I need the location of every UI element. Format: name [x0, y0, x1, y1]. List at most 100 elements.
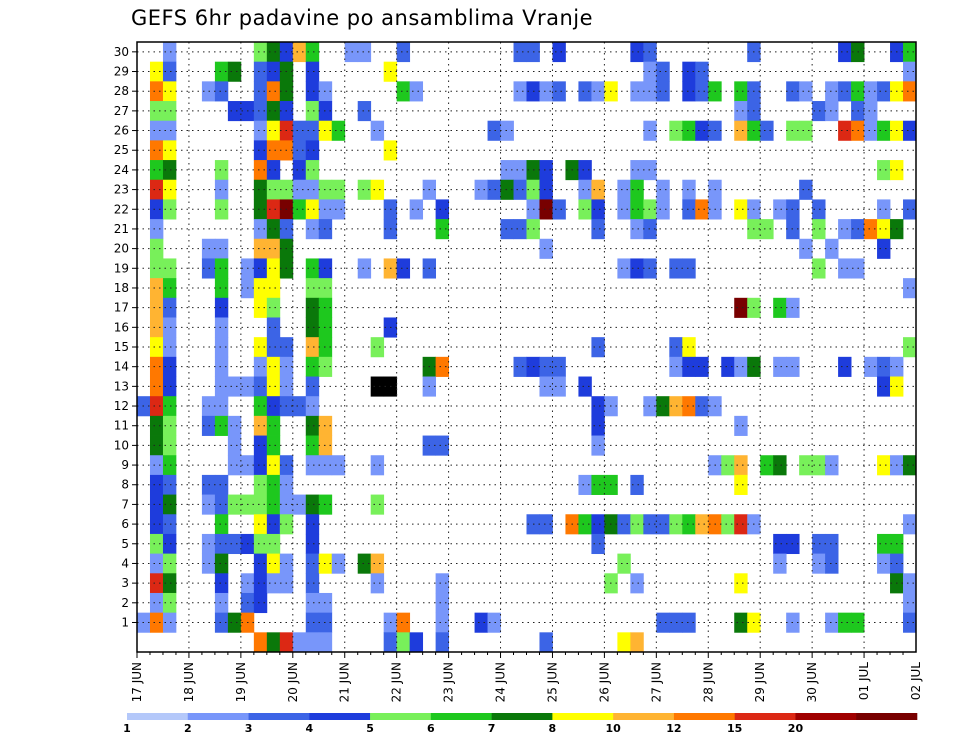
precip-cell — [617, 199, 631, 220]
precip-cell — [253, 435, 268, 456]
precip-cell — [357, 101, 372, 122]
precip-cell — [864, 219, 878, 240]
precip-cell — [266, 533, 281, 555]
y-tick-label: 3 — [121, 576, 129, 590]
precip-cell — [539, 199, 553, 220]
precip-cell — [656, 396, 670, 417]
colorbar-label: 15 — [727, 722, 742, 735]
precip-cell — [266, 435, 281, 456]
precip-cell — [214, 474, 229, 495]
precip-cell — [149, 199, 164, 220]
precip-cell — [734, 612, 748, 633]
precip-cell — [513, 160, 527, 181]
precip-cell — [162, 573, 177, 594]
precip-cell — [552, 199, 566, 220]
precip-cell — [162, 612, 177, 633]
precip-cell — [214, 258, 229, 279]
precip-cell — [214, 376, 229, 397]
precip-cell — [266, 415, 281, 436]
x-tick-label: 17 JUN — [130, 662, 144, 702]
precip-cell — [682, 199, 696, 220]
precip-cell — [877, 455, 891, 476]
precip-cell — [266, 317, 281, 338]
colorbar-swatch — [795, 713, 857, 720]
precip-cell — [162, 592, 177, 614]
precip-cell — [214, 238, 229, 259]
precip-cell — [253, 199, 268, 220]
precip-cell — [214, 337, 229, 358]
colorbar-label: 1 — [123, 722, 131, 735]
precip-cell — [903, 573, 917, 594]
precip-cell — [227, 376, 242, 397]
precip-cell — [305, 455, 320, 476]
precip-cell — [214, 179, 229, 200]
x-tick-label: 23 JUN — [442, 662, 456, 702]
precip-cell — [305, 376, 320, 397]
precip-cell — [877, 81, 891, 102]
precip-cell — [214, 160, 229, 181]
precip-cell — [903, 612, 917, 633]
precip-cell — [253, 573, 268, 594]
precip-cell — [656, 61, 670, 82]
precip-cell — [435, 592, 449, 614]
precip-cell — [253, 238, 268, 259]
precip-cell — [357, 553, 372, 574]
precip-cell — [162, 337, 177, 358]
precip-cell — [253, 455, 268, 476]
precip-cell — [656, 81, 670, 102]
precip-cell — [266, 297, 281, 318]
precip-cell — [214, 612, 229, 633]
precip-cell — [578, 160, 592, 181]
x-tick-label: 28 JUN — [701, 662, 715, 702]
precip-cell — [500, 219, 514, 240]
precip-cell — [799, 120, 813, 141]
precip-cell — [630, 632, 644, 653]
precip-cell — [877, 238, 891, 259]
precip-cell — [773, 199, 787, 220]
precip-cell — [253, 396, 268, 417]
precip-cell — [734, 199, 748, 220]
precip-cell — [838, 219, 852, 240]
y-tick-label: 27 — [114, 104, 129, 118]
y-tick-label: 23 — [114, 183, 129, 197]
precip-cell — [695, 396, 709, 417]
precip-cell — [266, 258, 281, 279]
precip-cell — [162, 120, 177, 141]
precip-cell — [331, 199, 346, 220]
precip-cell — [149, 337, 164, 358]
precip-cell — [370, 553, 385, 574]
precip-cell — [292, 396, 307, 417]
precip-cell — [253, 160, 268, 181]
precip-cell — [214, 278, 229, 299]
colorbar-label: 3 — [245, 722, 253, 735]
precip-cell — [435, 435, 449, 456]
precip-cell — [487, 120, 501, 141]
precip-cell — [227, 533, 242, 555]
precip-cell — [162, 297, 177, 318]
precip-cell — [630, 573, 644, 594]
precip-cell — [877, 376, 891, 397]
y-tick-label: 26 — [114, 124, 129, 138]
precip-cell — [903, 514, 917, 535]
precip-cell — [305, 297, 320, 318]
precip-cell — [305, 160, 320, 181]
precip-cell — [305, 337, 320, 358]
precip-cell — [578, 199, 592, 220]
y-tick-label: 12 — [114, 399, 129, 413]
precip-cell — [630, 219, 644, 240]
precip-cell — [903, 81, 917, 102]
colorbar: 1 2 3 4 5 6 7 8 10 12 15 20 — [123, 713, 918, 735]
precip-cell — [773, 297, 787, 318]
precip-cell — [227, 415, 242, 436]
precip-cell — [149, 376, 164, 397]
precip-cell — [162, 553, 177, 574]
precip-cell — [591, 219, 605, 240]
precip-cell — [539, 81, 553, 102]
colorbar-swatch — [430, 713, 492, 720]
precip-cell — [149, 81, 164, 102]
precip-cell — [799, 179, 813, 200]
precip-cell — [305, 120, 320, 141]
colorbar-swatch — [673, 713, 735, 720]
precip-cell — [591, 81, 605, 102]
precip-cell — [877, 199, 891, 220]
